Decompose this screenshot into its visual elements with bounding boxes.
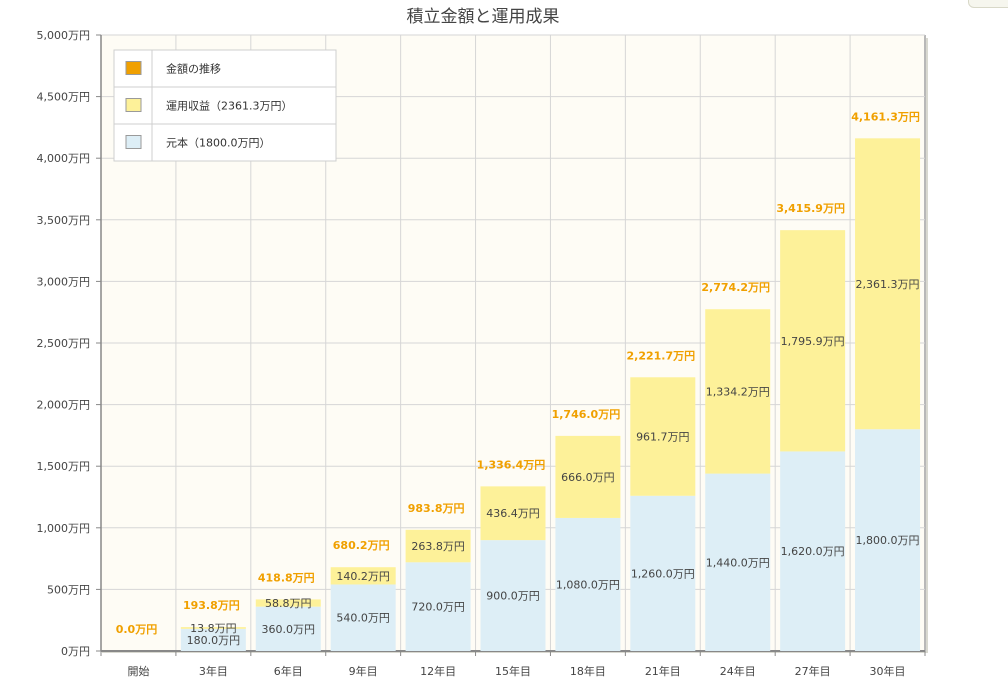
bar-return[interactable] xyxy=(630,377,696,496)
total-value-label: 3,415.9万円 xyxy=(776,202,845,215)
return-value-label: 1,795.9万円 xyxy=(781,335,845,348)
legend-swatch-return[interactable] xyxy=(125,98,142,112)
x-tick-label: 12年目 xyxy=(420,664,456,678)
total-value-label: 1,336.4万円 xyxy=(477,458,546,471)
bar-return[interactable] xyxy=(405,529,471,563)
x-axis: 開始 3年目 6年目 9年目 12年目 15年目 18年目 21年目 24年目 27年目 30年目 xyxy=(100,651,926,678)
y-tick-label: 0万円 xyxy=(61,645,90,658)
legend-swatch-principal[interactable] xyxy=(125,135,142,149)
y-tick-label: 4,000万円 xyxy=(37,152,91,165)
total-value-label: 983.8万円 xyxy=(408,502,465,515)
legend-label-totals: 金額の推移 xyxy=(166,62,221,76)
total-value-label: 1,746.0万円 xyxy=(552,408,621,421)
y-axis: 0万円 500万円 1,000万円 1,500万円 2,000万円 2,500万円 3,00… xyxy=(37,29,101,658)
bar-principal[interactable] xyxy=(555,517,621,651)
x-tick-label: 27年目 xyxy=(795,664,831,678)
y-tick-label: 2,000万円 xyxy=(37,399,91,412)
y-tick-label: 3,500万円 xyxy=(37,214,91,227)
bar-principal[interactable] xyxy=(705,473,771,651)
return-value-label: 436.4万円 xyxy=(486,507,540,520)
y-tick-label: 1,500万円 xyxy=(37,460,91,473)
bar-principal[interactable] xyxy=(630,495,696,651)
bar-principal[interactable] xyxy=(480,540,546,651)
principal-value-label: 360.0万円 xyxy=(262,623,316,636)
bar-principal[interactable] xyxy=(855,429,921,651)
return-value-label: 1,334.2万円 xyxy=(706,385,770,398)
legend-label-principal: 元本（1800.0万円） xyxy=(166,136,271,150)
y-tick-label: 4,500万円 xyxy=(37,91,91,104)
return-value-label: 140.2万円 xyxy=(336,570,390,583)
y-tick-label: 5,000万円 xyxy=(37,29,91,42)
total-value-label: 2,221.7万円 xyxy=(626,349,695,362)
bar-principal[interactable] xyxy=(180,628,246,651)
principal-value-label: 1,800.0万円 xyxy=(856,534,920,547)
return-value-label: 263.8万円 xyxy=(411,540,465,553)
bar-return[interactable] xyxy=(555,435,621,518)
x-tick-label: 21年目 xyxy=(645,664,681,678)
total-value-label: 193.8万円 xyxy=(183,599,240,612)
x-tick-label: 18年目 xyxy=(570,664,606,678)
total-value-label: 4,161.3万円 xyxy=(851,110,920,123)
return-value-label: 666.0万円 xyxy=(561,471,615,484)
bar-return[interactable] xyxy=(180,627,246,629)
bars xyxy=(180,138,921,651)
total-value-label: 2,774.2万円 xyxy=(701,281,770,294)
return-value-label: 13.8万円 xyxy=(190,622,237,635)
y-tick-label: 3,000万円 xyxy=(37,275,91,288)
bar-return[interactable] xyxy=(855,138,921,430)
bar-principal[interactable] xyxy=(330,584,396,651)
principal-value-label: 1,260.0万円 xyxy=(631,567,695,580)
corner-tab[interactable] xyxy=(968,0,1008,8)
bar-principal[interactable] xyxy=(780,451,846,651)
chart-title: 積立金額と運用成果 xyxy=(407,7,560,27)
x-tick-label: 6年目 xyxy=(274,664,303,678)
principal-value-label: 1,620.0万円 xyxy=(781,545,845,558)
legend-label-return: 運用収益（2361.3万円） xyxy=(166,99,293,113)
return-value-label: 961.7万円 xyxy=(636,431,690,444)
y-tick-label: 500万円 xyxy=(47,583,90,596)
principal-value-label: 1,080.0万円 xyxy=(556,578,620,591)
bar-return[interactable] xyxy=(330,567,396,585)
bar-return[interactable] xyxy=(780,230,846,452)
total-labels: 0.0万円 193.8万円 418.8万円 680.2万円 983.8万円 1,336.4… xyxy=(116,110,920,636)
principal-value-label: 1,440.0万円 xyxy=(706,556,770,569)
y-tick-label: 2,500万円 xyxy=(37,337,91,350)
x-tick-label: 3年目 xyxy=(199,664,228,678)
x-tick-label: 9年目 xyxy=(349,664,378,678)
x-tick-label: 15年目 xyxy=(495,664,531,678)
bar-principal[interactable] xyxy=(405,562,471,651)
bar-return[interactable] xyxy=(705,309,771,474)
total-value-label: 680.2万円 xyxy=(333,539,390,552)
x-tick-label: 30年目 xyxy=(870,664,906,678)
return-value-label: 58.8万円 xyxy=(265,597,312,610)
principal-value-label: 720.0万円 xyxy=(411,601,465,614)
x-tick-label: 24年目 xyxy=(720,664,756,678)
total-value-label: 418.8万円 xyxy=(258,571,315,584)
bar-return[interactable] xyxy=(480,486,546,541)
x-tick-label: 開始 xyxy=(127,664,149,678)
legend-swatch-totals[interactable] xyxy=(125,61,142,75)
total-value-label: 0.0万円 xyxy=(116,623,158,636)
principal-value-label: 540.0万円 xyxy=(336,612,390,625)
bar-principal[interactable] xyxy=(255,606,321,651)
legend-box xyxy=(113,49,337,162)
bar-return[interactable] xyxy=(255,599,321,607)
y-tick-label: 1,000万円 xyxy=(37,522,91,535)
return-value-label: 2,361.3万円 xyxy=(856,278,920,291)
principal-value-label: 900.0万円 xyxy=(486,590,540,603)
principal-value-label: 180.0万円 xyxy=(187,634,241,647)
